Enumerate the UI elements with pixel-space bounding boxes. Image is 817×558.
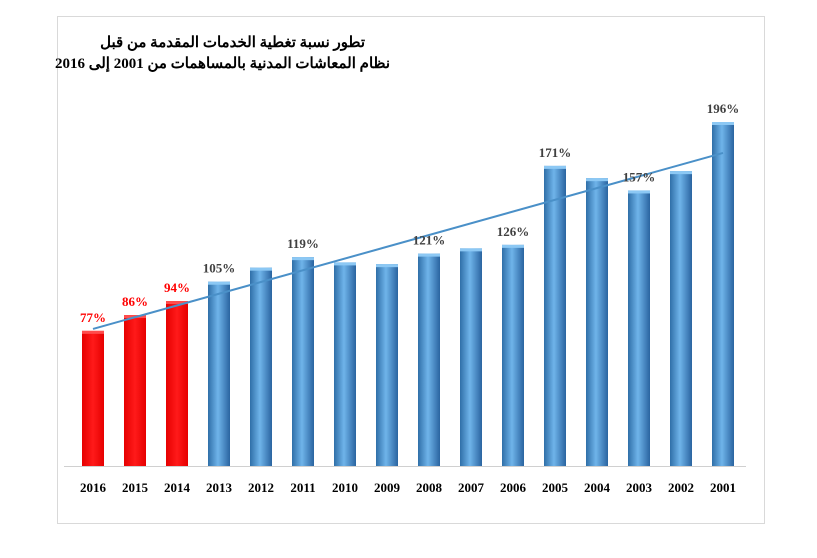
bar-2006 <box>502 244 524 466</box>
data-label-2015: 86% <box>122 294 148 309</box>
bar-2015 <box>124 315 146 466</box>
bar-2012 <box>250 267 272 466</box>
bar-2013 <box>208 281 230 466</box>
x-tick-label-2011: 2011 <box>290 480 315 495</box>
bar-cap-2005 <box>544 165 566 169</box>
bar-cap-2013 <box>208 281 230 285</box>
bar-2003 <box>628 190 650 466</box>
bar-cap-2014 <box>166 301 188 305</box>
bar-2002 <box>670 171 692 466</box>
bar-cap-2008 <box>418 253 440 257</box>
bar-2001 <box>712 122 734 466</box>
chart-title-line-1: تطور نسبة تغطية الخدمات المقدمة من قبل <box>100 35 365 51</box>
chart-title-line-2: نظام المعاشات المدنية بالمساهمات من 2001… <box>54 56 390 72</box>
x-tick-label-2013: 2013 <box>206 480 233 495</box>
x-tick-label-2009: 2009 <box>374 480 401 495</box>
bar-2005 <box>544 165 566 466</box>
bar-cap-2007 <box>460 248 482 252</box>
bar-cap-2016 <box>82 330 104 334</box>
x-tick-label-2014: 2014 <box>164 480 191 495</box>
x-tick-label-2003: 2003 <box>626 480 653 495</box>
bar-cap-2011 <box>292 257 314 261</box>
x-tick-label-2012: 2012 <box>248 480 274 495</box>
x-tick-label-2015: 2015 <box>122 480 149 495</box>
data-label-2016: 77% <box>80 310 106 325</box>
bar-2011 <box>292 257 314 466</box>
bar-cap-2006 <box>502 244 524 248</box>
x-tick-label-2016: 2016 <box>80 480 107 495</box>
bar-cap-2004 <box>586 178 608 182</box>
data-label-2003: 157% <box>623 169 656 184</box>
bar-cap-2002 <box>670 171 692 175</box>
data-label-2005: 171% <box>539 145 572 160</box>
x-tick-label-2005: 2005 <box>542 480 569 495</box>
bar-2004 <box>586 178 608 466</box>
x-tick-label-2010: 2010 <box>332 480 358 495</box>
bar-2010 <box>334 262 356 466</box>
bar-cap-2010 <box>334 262 356 266</box>
bar-cap-2009 <box>376 264 398 268</box>
data-label-2008: 121% <box>413 233 446 248</box>
data-label-2013: 105% <box>203 261 236 276</box>
x-tick-label-2004: 2004 <box>584 480 611 495</box>
x-tick-label-2008: 2008 <box>416 480 443 495</box>
bar-2014 <box>166 301 188 466</box>
bar-2007 <box>460 248 482 466</box>
x-tick-label-2002: 2002 <box>668 480 694 495</box>
x-tick-label-2007: 2007 <box>458 480 485 495</box>
bar-2016 <box>82 330 104 466</box>
data-label-2001: 196% <box>707 101 740 116</box>
bar-cap-2003 <box>628 190 650 194</box>
bar-2009 <box>376 264 398 466</box>
data-label-2011: 119% <box>287 236 319 251</box>
x-tick-label-2001: 2001 <box>710 480 736 495</box>
bar-cap-2001 <box>712 122 734 125</box>
data-label-2014: 94% <box>164 280 190 295</box>
bar-cap-2012 <box>250 267 272 271</box>
bar-2008 <box>418 253 440 466</box>
x-tick-label-2006: 2006 <box>500 480 527 495</box>
trendline <box>92 151 724 330</box>
data-label-2006: 126% <box>497 224 530 239</box>
